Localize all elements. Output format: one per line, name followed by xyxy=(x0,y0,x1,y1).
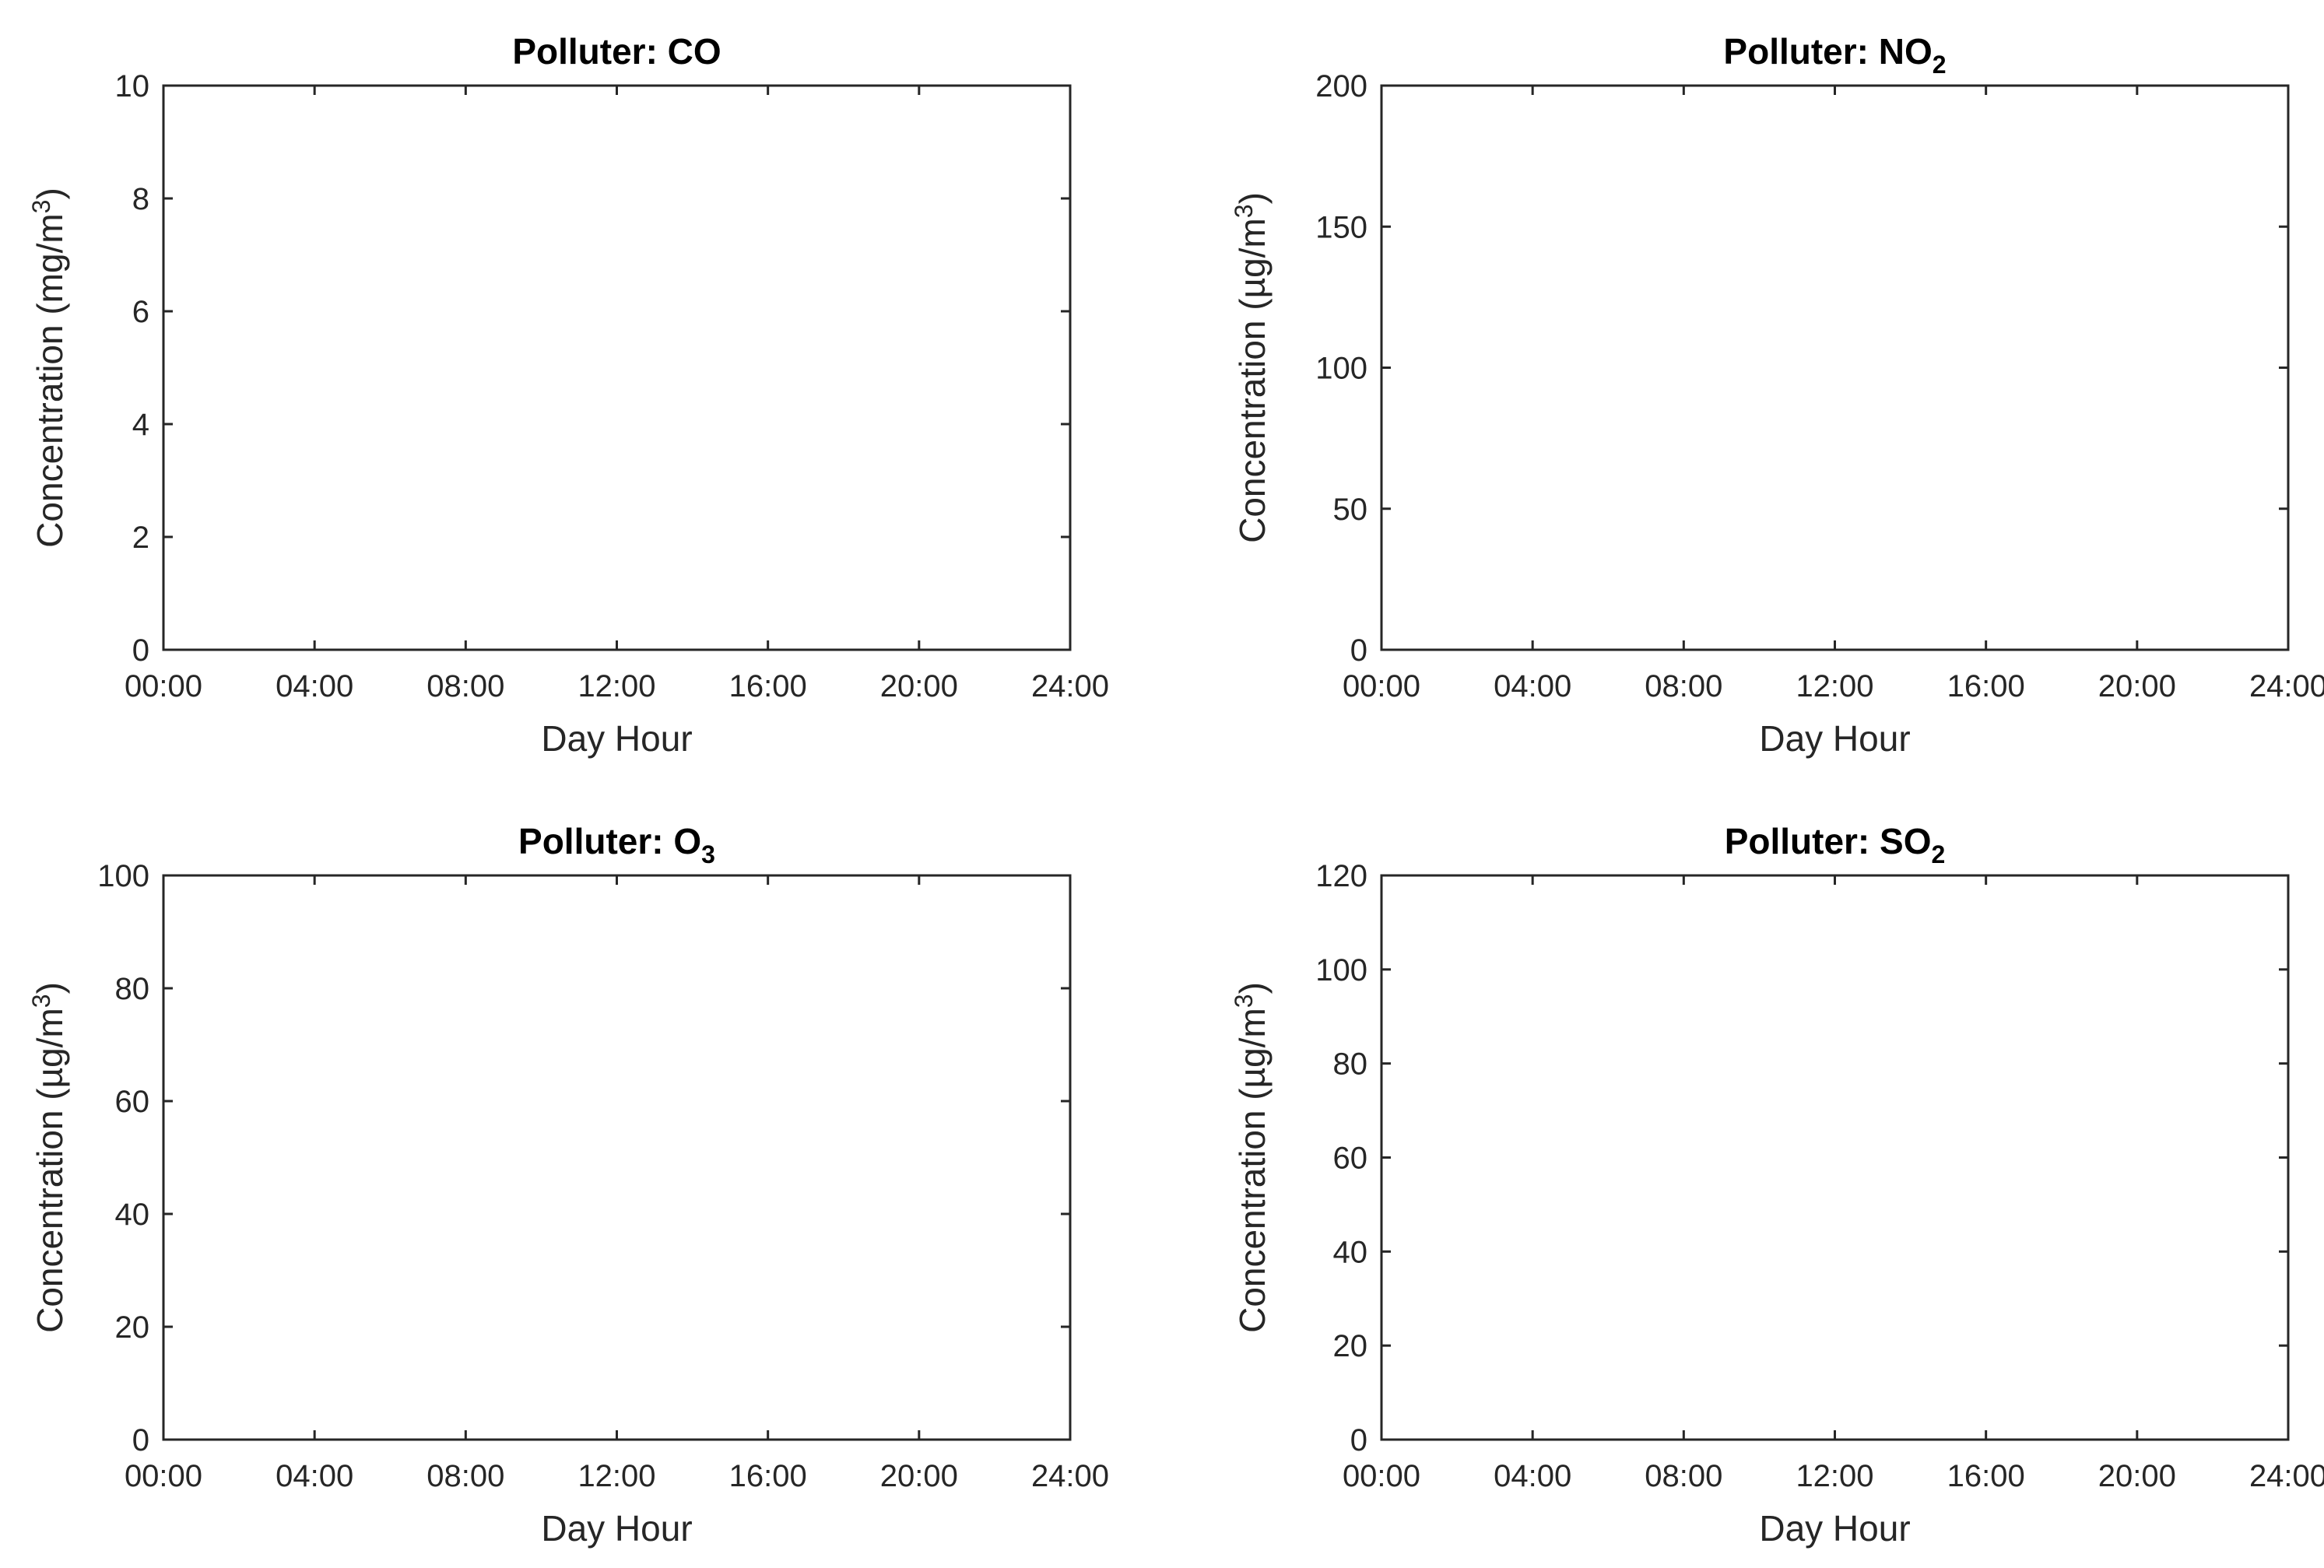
y-axis-label-close: ) xyxy=(1232,192,1273,204)
chart-title-main: Polluter: NO xyxy=(1723,31,1932,72)
y-tick-label: 6 xyxy=(132,295,149,329)
y-axis-label-close: ) xyxy=(1232,982,1273,994)
x-axis-label: Day Hour xyxy=(541,718,692,759)
y-tick-label: 60 xyxy=(115,1085,150,1119)
y-tick-label: 80 xyxy=(1333,1047,1368,1082)
x-axis-label: Day Hour xyxy=(541,1508,692,1549)
y-tick-label: 20 xyxy=(1333,1329,1368,1363)
x-tick-label: 12:00 xyxy=(1796,1459,1873,1493)
y-axis-label-superscript: 3 xyxy=(1230,204,1258,218)
y-tick-label: 150 xyxy=(1315,210,1367,244)
y-tick-label: 80 xyxy=(115,972,150,1006)
chart-title-main: Polluter: SO xyxy=(1725,821,1932,861)
y-tick-label: 0 xyxy=(132,1423,149,1458)
chart-title-main: Polluter: O xyxy=(518,821,701,861)
y-tick-label: 0 xyxy=(1350,633,1367,668)
x-tick-label: 00:00 xyxy=(1343,1459,1420,1493)
y-tick-label: 4 xyxy=(132,408,149,442)
axes-frame xyxy=(162,874,1072,1441)
y-tick-label: 60 xyxy=(1333,1142,1368,1176)
y-tick-label: 10 xyxy=(115,69,150,103)
y-tick-label: 50 xyxy=(1333,493,1368,527)
x-axis-label: Day Hour xyxy=(1759,718,1910,759)
x-tick-label: 24:00 xyxy=(1031,669,1109,703)
x-tick-label: 04:00 xyxy=(1494,1459,1571,1493)
y-axis-label: Concentration (µg/m3) xyxy=(1230,192,1273,543)
chart-title: Polluter: SO2 xyxy=(1725,821,1946,868)
y-tick-label: 40 xyxy=(115,1198,150,1232)
x-tick-label: 16:00 xyxy=(729,1459,807,1493)
x-tick-label: 16:00 xyxy=(729,669,807,703)
x-tick-label: 20:00 xyxy=(880,1459,958,1493)
x-tick-label: 16:00 xyxy=(1947,1459,2025,1493)
chart-panel-co: 00:00 04:00 08:00 12:00 16:00 20:00 24:00 0 2 4 6 8… xyxy=(27,31,1109,759)
x-tick-label: 24:00 xyxy=(2249,669,2324,703)
axes-frame xyxy=(1380,84,2290,651)
chart-panel-no2: 00:00 04:00 08:00 12:00 16:00 20:00 24:00 0 50 10… xyxy=(1230,31,2324,759)
x-axis-label: Day Hour xyxy=(1759,1508,1910,1549)
x-tick-label: 12:00 xyxy=(577,1459,655,1493)
y-tick-label: 100 xyxy=(97,859,149,893)
x-tick-label: 08:00 xyxy=(427,1459,504,1493)
y-axis-label-main: Concentration (µg/m xyxy=(1232,1008,1273,1333)
chart-panel-o3: 00:00 04:00 08:00 12:00 16:00 20:00 24:00 0 20 40… xyxy=(27,821,1109,1549)
x-tick-label: 16:00 xyxy=(1947,669,2025,703)
y-axis-label-main: Concentration (µg/m xyxy=(30,1008,70,1333)
chart-title-main: Polluter: CO xyxy=(512,31,721,72)
y-tick-label: 20 xyxy=(115,1310,150,1345)
chart-title-subscript: 2 xyxy=(1933,51,1947,79)
chart-title-subscript: 2 xyxy=(1932,840,1946,868)
x-tick-label: 20:00 xyxy=(2098,669,2176,703)
x-tick-label: 24:00 xyxy=(2249,1459,2324,1493)
y-axis-label: Concentration (mg/m3) xyxy=(27,188,70,548)
x-tick-label: 00:00 xyxy=(1343,669,1420,703)
x-tick-label: 12:00 xyxy=(577,669,655,703)
y-tick-label: 100 xyxy=(1315,352,1367,386)
x-tick-label: 04:00 xyxy=(276,1459,353,1493)
y-axis-label-main: Concentration (µg/m xyxy=(1232,218,1273,543)
x-tick-label: 20:00 xyxy=(2098,1459,2176,1493)
y-axis-label-superscript: 3 xyxy=(1230,994,1258,1008)
chart-panel-so2: 00:00 04:00 08:00 12:00 16:00 20:00 24:00 0 20 40… xyxy=(1230,821,2324,1549)
x-tick-label: 08:00 xyxy=(427,669,504,703)
chart-title-subscript: 3 xyxy=(701,840,715,868)
x-tick-label: 20:00 xyxy=(880,669,958,703)
x-tick-label: 00:00 xyxy=(125,1459,202,1493)
x-tick-label: 00:00 xyxy=(125,669,202,703)
x-tick-label: 04:00 xyxy=(276,669,353,703)
y-tick-label: 2 xyxy=(132,521,149,555)
chart-title: Polluter: NO2 xyxy=(1723,31,1946,79)
y-axis-label-superscript: 3 xyxy=(27,200,55,214)
y-tick-label: 200 xyxy=(1315,69,1367,103)
y-tick-label: 8 xyxy=(132,182,149,216)
x-tick-label: 24:00 xyxy=(1031,1459,1109,1493)
y-tick-label: 0 xyxy=(1350,1423,1367,1458)
y-tick-label: 40 xyxy=(1333,1235,1368,1269)
axes-frame xyxy=(162,84,1072,651)
y-axis-label-close: ) xyxy=(30,188,70,199)
y-tick-label: 0 xyxy=(132,633,149,668)
y-tick-label: 120 xyxy=(1315,859,1367,893)
y-tick-label: 100 xyxy=(1315,953,1367,987)
y-axis-label-close: ) xyxy=(30,982,70,994)
axes-frame xyxy=(1380,874,2290,1441)
x-tick-label: 12:00 xyxy=(1796,669,1873,703)
y-axis-label-main: Concentration (mg/m xyxy=(30,213,70,548)
chart-title: Polluter: O3 xyxy=(518,821,715,868)
y-axis-label: Concentration (µg/m3) xyxy=(27,982,70,1333)
y-axis-label: Concentration (µg/m3) xyxy=(1230,982,1273,1333)
y-axis-label-superscript: 3 xyxy=(27,994,55,1008)
x-tick-label: 04:00 xyxy=(1494,669,1571,703)
x-tick-label: 08:00 xyxy=(1645,669,1722,703)
x-tick-label: 08:00 xyxy=(1645,1459,1722,1493)
chart-title: Polluter: CO xyxy=(512,31,721,72)
